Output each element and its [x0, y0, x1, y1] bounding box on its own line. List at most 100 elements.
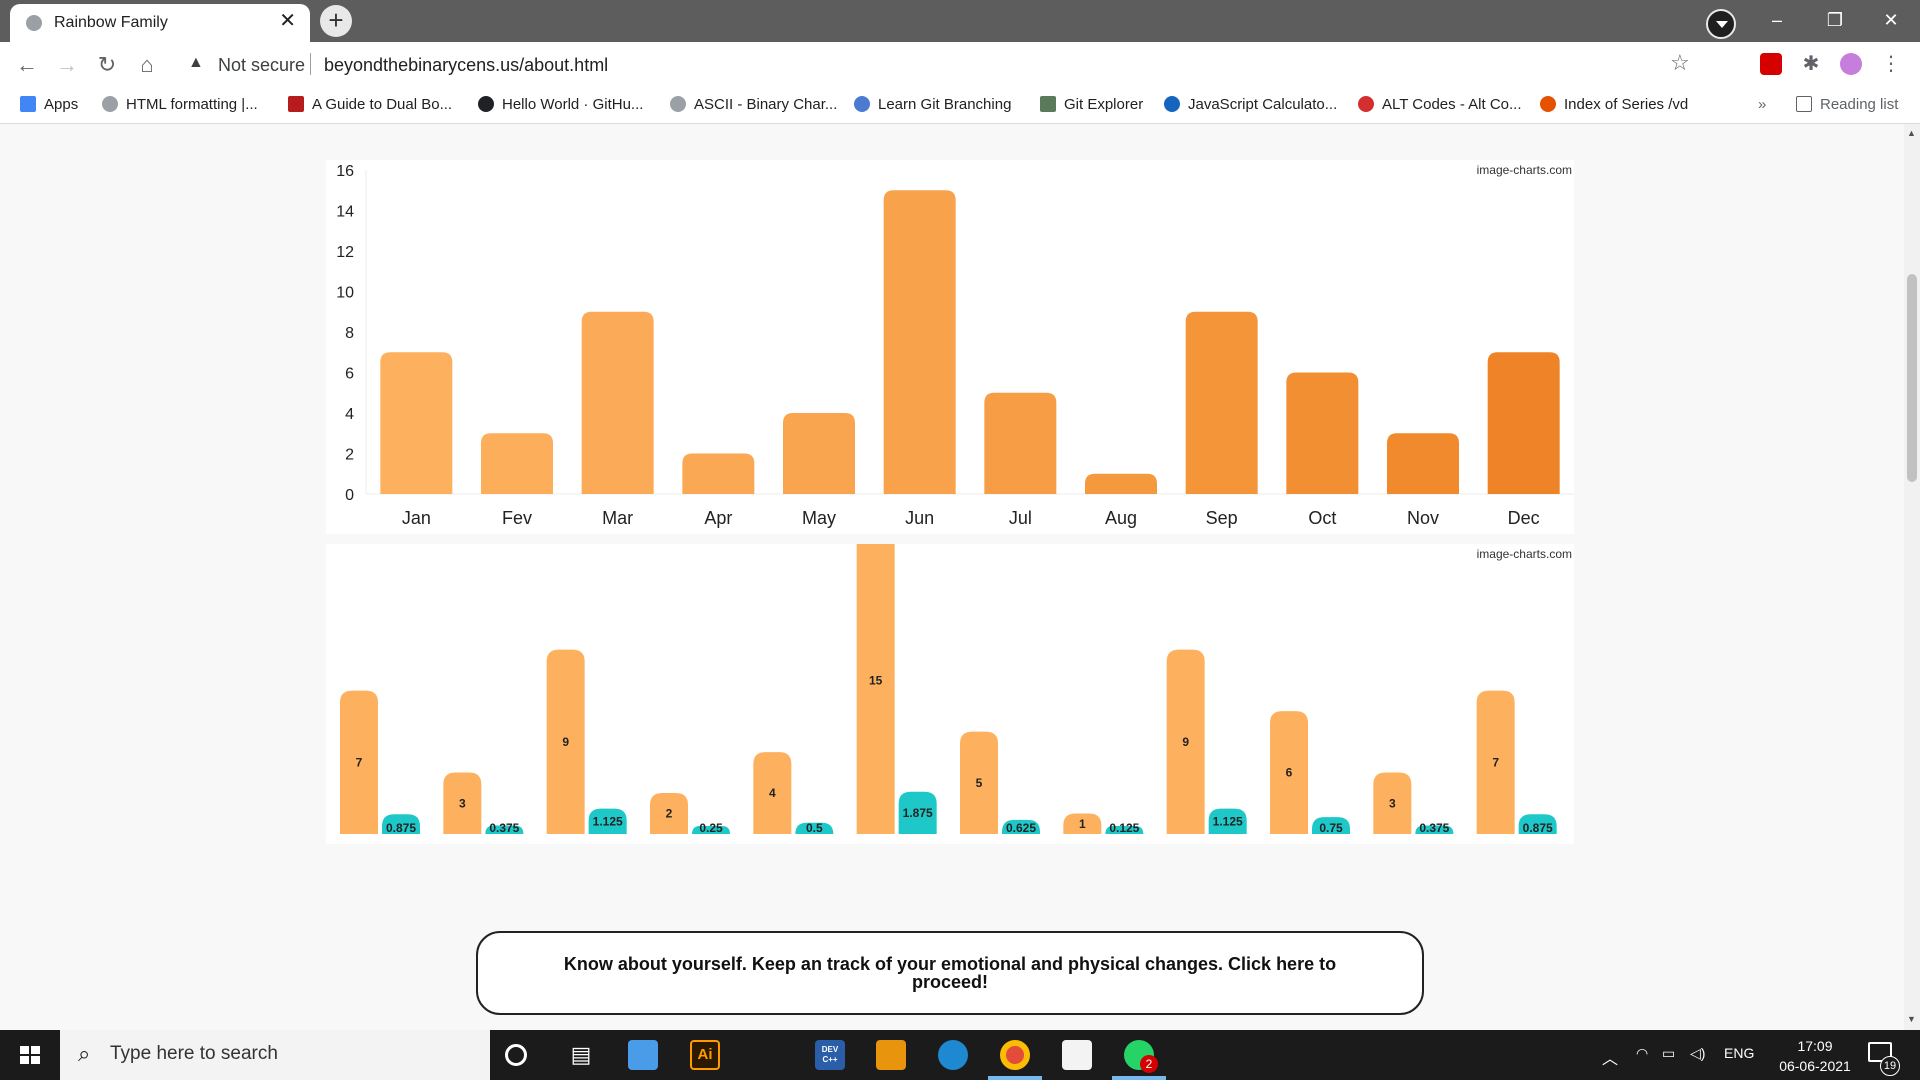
- new-tab-button[interactable]: +: [320, 5, 352, 37]
- windows-start-button[interactable]: [0, 1030, 60, 1080]
- data-label: 0.875: [1523, 821, 1553, 835]
- profile-avatar-icon[interactable]: [1840, 53, 1862, 75]
- bar-count-aug: [1063, 813, 1102, 834]
- y-tick-label: 16: [336, 163, 354, 180]
- github-icon: [478, 96, 494, 112]
- bar-nov: [1387, 433, 1459, 494]
- data-label: 3: [459, 796, 466, 810]
- data-label: 6: [1286, 766, 1293, 780]
- home-icon[interactable]: ⌂: [140, 52, 154, 77]
- x-tick-label: May: [802, 508, 836, 528]
- bar-count-jun: [856, 544, 895, 834]
- y-tick-label: 8: [345, 325, 354, 342]
- windows-taskbar: ⌕ Type here to search ▤ Ai DEV C++ 2 ︿ ◠…: [0, 1030, 1920, 1080]
- data-label: 4: [769, 786, 776, 800]
- input-language[interactable]: ENG: [1724, 1045, 1755, 1061]
- pdf-extension-icon[interactable]: [1760, 53, 1782, 75]
- bar-ratio-mar: [588, 808, 627, 834]
- cortana-icon[interactable]: [505, 1044, 527, 1066]
- security-status[interactable]: Not secure: [218, 55, 306, 75]
- illustrator-icon[interactable]: Ai: [690, 1040, 720, 1070]
- bar-count-oct: [1270, 711, 1308, 834]
- bookmark-learn-git-branching[interactable]: Learn Git Branching: [854, 96, 1011, 113]
- data-label: 0.375: [489, 821, 519, 835]
- bookmarks-bar: Apps HTML formatting |... A Guide to Dua…: [0, 88, 1920, 124]
- microsoft-store-icon[interactable]: [1062, 1040, 1092, 1070]
- back-arrow-icon[interactable]: ←: [16, 52, 38, 77]
- track-changes-cta-button[interactable]: Know about yourself. Keep an track of yo…: [476, 931, 1424, 1015]
- taskbar-search-box[interactable]: ⌕ Type here to search: [60, 1030, 490, 1080]
- scroll-down-icon[interactable]: ▼: [1907, 1014, 1916, 1024]
- data-label: 1: [1079, 817, 1086, 831]
- bookmark-dual-boot[interactable]: A Guide to Dual Bo...: [288, 96, 452, 113]
- edge-icon[interactable]: [938, 1040, 968, 1070]
- devcpp-icon[interactable]: DEV C++: [815, 1040, 845, 1070]
- mail-icon[interactable]: [628, 1040, 658, 1070]
- browser-tab[interactable]: Rainbow Family ✕: [10, 4, 310, 42]
- data-label: 7: [1492, 755, 1499, 769]
- bookmark-github[interactable]: Hello World · GitHu...: [478, 96, 643, 113]
- x-tick-label: Oct: [1308, 508, 1336, 528]
- bookmark-index-of-series[interactable]: Index of Series /vd: [1540, 96, 1688, 113]
- scrollbar-thumb[interactable]: [1907, 274, 1917, 482]
- bar-jul: [984, 392, 1057, 494]
- scroll-up-icon[interactable]: ▲: [1907, 128, 1916, 138]
- bookmark-html-formatting[interactable]: HTML formatting |...: [102, 96, 258, 113]
- volume-icon[interactable]: ◁): [1690, 1045, 1706, 1061]
- x-tick-label: Jul: [1009, 508, 1032, 528]
- url-text[interactable]: beyondthebinarycens.us/about.html: [324, 55, 609, 75]
- bar-may: [783, 413, 855, 494]
- bookmark-star-icon[interactable]: ☆: [1670, 50, 1690, 75]
- data-label: 0.625: [1006, 821, 1036, 835]
- forward-arrow-icon[interactable]: →: [56, 52, 78, 77]
- altcodes-icon: [1358, 96, 1374, 112]
- sublime-text-icon[interactable]: [876, 1040, 906, 1070]
- chrome-icon[interactable]: [1000, 1040, 1030, 1070]
- tab-close-icon[interactable]: ✕: [279, 10, 296, 32]
- bar-ratio-dec: [1518, 814, 1557, 834]
- search-icon: ⌕: [78, 1041, 91, 1066]
- data-label: 15: [869, 673, 883, 687]
- bookmark-alt-codes[interactable]: ALT Codes - Alt Co...: [1358, 96, 1522, 113]
- minimize-icon[interactable]: –: [1771, 10, 1782, 30]
- bar-fev: [481, 433, 553, 494]
- bar-count-may: [753, 752, 792, 834]
- wifi-icon[interactable]: ◠: [1636, 1045, 1649, 1061]
- x-tick-label: Sep: [1206, 508, 1238, 528]
- page-scrollbar[interactable]: ▲ ▼: [1904, 124, 1920, 1030]
- tab-search-dropdown-icon[interactable]: [1706, 9, 1736, 39]
- bookmark-js-calculator[interactable]: JavaScript Calculato...: [1164, 96, 1337, 113]
- battery-icon[interactable]: ▭: [1662, 1045, 1676, 1061]
- chrome-active-indicator: [988, 1076, 1042, 1080]
- window-close-icon[interactable]: ✕: [1883, 10, 1899, 30]
- grouped-bar-chart-svg: 7 0.875 3 0.375 9 1.125 2 0.25 4 0.5 15 1.875 5 0.625…: [340, 544, 1572, 835]
- bookmark-ascii-binary[interactable]: ASCII - Binary Char...: [670, 96, 837, 113]
- git-explorer-icon: [1040, 96, 1056, 112]
- reload-icon[interactable]: ↻: [97, 52, 117, 77]
- tray-overflow-chevron-icon[interactable]: ︿: [1602, 1051, 1619, 1068]
- restore-icon[interactable]: ❐: [1826, 10, 1844, 30]
- bar-count-fev: [443, 772, 482, 834]
- bar-ratio-jul: [1002, 819, 1040, 834]
- grouped-bar-chart: 7 0.875 3 0.375 9 1.125 2 0.25 4 0.5 15 1.875 5 0.625…: [326, 544, 1574, 844]
- data-label: 0.5: [806, 821, 823, 835]
- monthly-bar-chart-svg: 0 2 4 6 8 10 12 14 16 Jan Fev Mar Apr May Jun Jul Aug Sep…: [336, 163, 1574, 528]
- taskbar-clock[interactable]: 17:09 06-06-2021: [1760, 1036, 1870, 1076]
- address-bar[interactable]: ▲ Not secure beyondthebinarycens.us/abou…: [180, 48, 1700, 82]
- y-tick-label: 10: [336, 285, 354, 302]
- bookmark-git-explorer[interactable]: Git Explorer: [1040, 96, 1143, 113]
- data-label: 3: [1389, 796, 1396, 810]
- clock-time: 17:09: [1797, 1038, 1833, 1054]
- data-label: 9: [562, 735, 569, 749]
- x-tick-label: Nov: [1407, 508, 1439, 528]
- extensions-puzzle-icon[interactable]: ✱: [1802, 53, 1820, 75]
- bookmarks-overflow-icon[interactable]: »: [1758, 96, 1767, 113]
- bookmark-apps[interactable]: Apps: [20, 96, 78, 113]
- menu-kebab-icon[interactable]: ⋮: [1881, 53, 1901, 75]
- y-tick-label: 6: [345, 366, 354, 383]
- task-view-icon[interactable]: ▤: [570, 1042, 592, 1067]
- warning-triangle-icon[interactable]: ▲: [188, 54, 204, 71]
- data-label: 0.125: [1109, 821, 1139, 835]
- bar-ratio-may: [795, 822, 834, 834]
- reading-list-button[interactable]: Reading list: [1796, 96, 1898, 113]
